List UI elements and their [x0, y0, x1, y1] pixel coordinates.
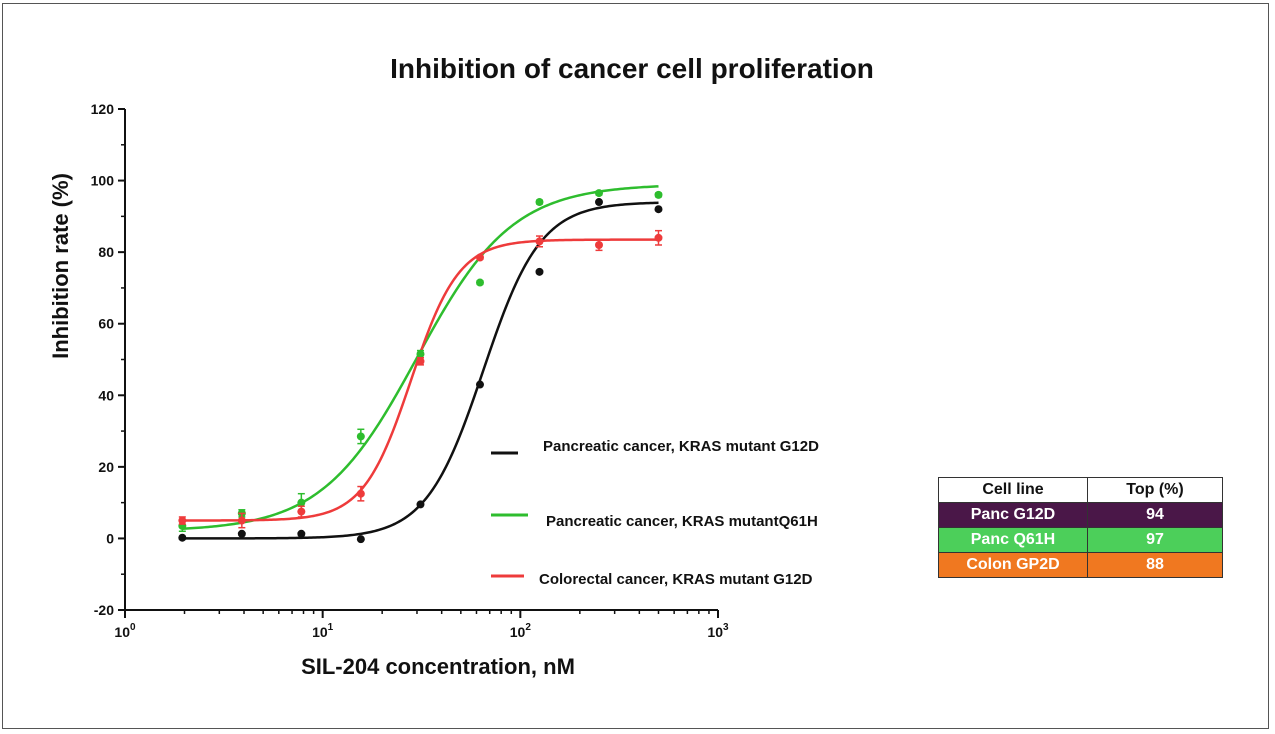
y-tick-label: 80 [98, 244, 114, 260]
table-row: Panc G12D 94 [938, 502, 1223, 528]
top-value: 94 [1087, 502, 1223, 528]
x-tick-label: 102 [510, 622, 532, 640]
header-cell-line: Cell line [938, 477, 1088, 503]
data-point [297, 507, 306, 516]
x-tick-label: 101 [312, 622, 334, 640]
cell-line-value: Panc Q61H [938, 527, 1088, 553]
fit-curve [182, 238, 659, 522]
data-point [594, 189, 603, 198]
data-point [535, 267, 544, 276]
data-point [475, 278, 484, 287]
data-point [416, 500, 425, 509]
data-point [178, 516, 187, 525]
data-point [594, 240, 603, 249]
y-axis-label: Inhibition rate (%) [48, 173, 73, 359]
legend-label: Pancreatic cancer, KRAS mutant G12D [543, 438, 819, 455]
data-point [356, 489, 365, 498]
data-points [178, 189, 663, 544]
axes: -20 0 20 40 60 80 100 120 100 101 102 103 [91, 101, 729, 640]
data-point [178, 533, 187, 542]
data-point [654, 233, 663, 242]
cell-line-value: Panc G12D [938, 502, 1088, 528]
y-tick-label: 0 [106, 530, 114, 546]
chart-title: Inhibition of cancer cell proliferation [390, 53, 874, 84]
x-axis-label: SIL-204 concentration, nM [301, 654, 575, 679]
y-tick-label: 60 [98, 316, 114, 332]
data-point [535, 237, 544, 246]
top-value: 97 [1087, 527, 1223, 553]
y-tick-label: -20 [94, 602, 114, 618]
top-summary-table: Cell line Top (%) Panc G12D 94 Panc Q61H… [938, 477, 1223, 578]
data-point [654, 205, 663, 214]
legend: Pancreatic cancer, KRAS mutant G12D Pancr… [491, 438, 819, 588]
table-header-row: Cell line Top (%) [938, 477, 1223, 503]
data-point [416, 350, 425, 359]
y-tick-label: 120 [91, 101, 115, 117]
data-point [416, 357, 425, 366]
y-tick-label: 100 [91, 173, 115, 189]
table-row: Panc Q61H 97 [938, 527, 1223, 553]
header-top: Top (%) [1087, 477, 1223, 503]
legend-label: Colorectal cancer, KRAS mutant G12D [539, 571, 813, 588]
data-point [356, 432, 365, 441]
data-point [594, 198, 603, 207]
cell-line-value: Colon GP2D [938, 552, 1088, 578]
y-tick-label: 20 [98, 459, 114, 475]
x-tick-label: 103 [707, 622, 729, 640]
data-point [535, 198, 544, 207]
legend-label: Pancreatic cancer, KRAS mutantQ61H [546, 513, 818, 530]
data-point [475, 253, 484, 262]
x-tick-label: 100 [114, 622, 136, 640]
top-value: 88 [1087, 552, 1223, 578]
data-point [654, 190, 663, 199]
data-point [237, 516, 246, 525]
data-point [237, 529, 246, 538]
table-row: Colon GP2D 88 [938, 552, 1223, 578]
data-point [475, 380, 484, 389]
fit-curve [182, 201, 659, 540]
data-point [297, 529, 306, 538]
data-point [356, 535, 365, 544]
y-tick-label: 40 [98, 387, 114, 403]
figure-frame [2, 3, 1269, 729]
data-point [297, 498, 306, 507]
